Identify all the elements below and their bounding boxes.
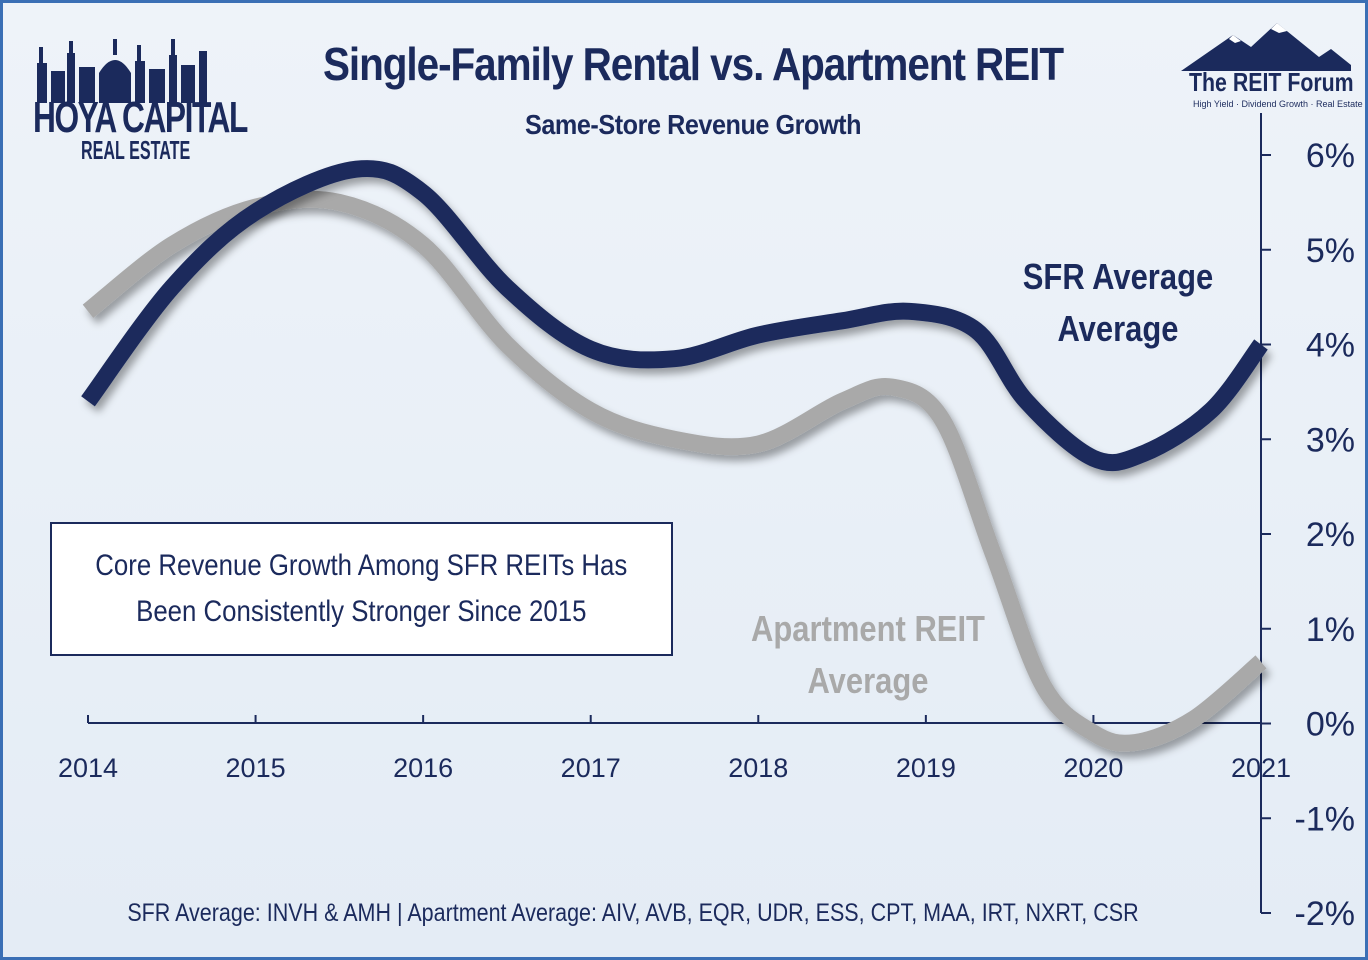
y-tick-label: 2% — [1306, 516, 1355, 554]
line-chart: 2014 2015 2016 2017 2018 2019 2020 20216%5%4%3%… — [58, 113, 1355, 933]
reit-forum-logo: The REIT Forum High Yield · Dividend Gro… — [1181, 21, 1363, 116]
x-tick-label: 2019 — [896, 753, 956, 783]
chart-axes: 2014 2015 2016 2017 2018 2019 2020 20216%5%4%3%… — [58, 113, 1355, 933]
x-tick-label: 2015 — [226, 753, 286, 783]
hoya-capital-logo: HOYA CAPITAL REAL ESTATE — [33, 33, 248, 165]
skyline-icon — [37, 39, 207, 103]
apartment-series-label: Apartment REIT Average — [723, 603, 1013, 707]
chart-subtitle: Same-Store Revenue Growth — [524, 109, 862, 140]
logo-right-main: The REIT Forum — [1189, 67, 1354, 97]
apt-label-line-1: Apartment REIT — [751, 608, 985, 649]
x-tick-label: 2017 — [561, 753, 621, 783]
logo-right-tagline: High Yield · Dividend Growth · Real Esta… — [1193, 99, 1363, 109]
y-tick-label: 3% — [1306, 421, 1355, 459]
annotation-line-2: Been Consistently Stronger Since 2015 — [136, 595, 587, 628]
series-layer — [81, 160, 1268, 752]
y-tick-label: -2% — [1295, 895, 1355, 933]
logo-left-sub: REAL ESTATE — [81, 135, 191, 165]
x-tick-label: 2016 — [393, 753, 453, 783]
annotation-line-1: Core Revenue Growth Among SFR REITs Has — [95, 549, 628, 582]
y-tick-label: 0% — [1306, 706, 1355, 744]
sfr-label-line-1: SFR Average — [1022, 256, 1214, 297]
x-tick-label: 2014 — [58, 753, 118, 783]
annotation-box: Core Revenue Growth Among SFR REITs Has … — [50, 522, 673, 656]
y-tick-label: 5% — [1306, 232, 1355, 270]
y-tick-label: 6% — [1306, 137, 1355, 175]
y-tick-label: 1% — [1306, 611, 1355, 649]
x-tick-label: 2020 — [1063, 753, 1123, 783]
sfr-average-line — [81, 160, 1268, 472]
footer-text: SFR Average: INVH & AMH | Apartment Aver… — [127, 899, 1139, 927]
footer-note: SFR Average: INVH & AMH | Apartment Aver… — [3, 899, 1263, 928]
sfr-series-label: SFR Average Average — [993, 251, 1243, 355]
x-tick-label: 2018 — [728, 753, 788, 783]
chart-title: Single-Family Rental vs. Apartment REIT — [322, 38, 1064, 90]
mountain-icon — [1181, 23, 1351, 71]
y-tick-label: -1% — [1295, 800, 1355, 838]
apartment-average-line — [82, 190, 1267, 752]
y-tick-label: 4% — [1306, 327, 1355, 365]
apt-label-line-2: Average — [807, 660, 929, 701]
sfr-label-line-2: Average — [1057, 308, 1179, 349]
